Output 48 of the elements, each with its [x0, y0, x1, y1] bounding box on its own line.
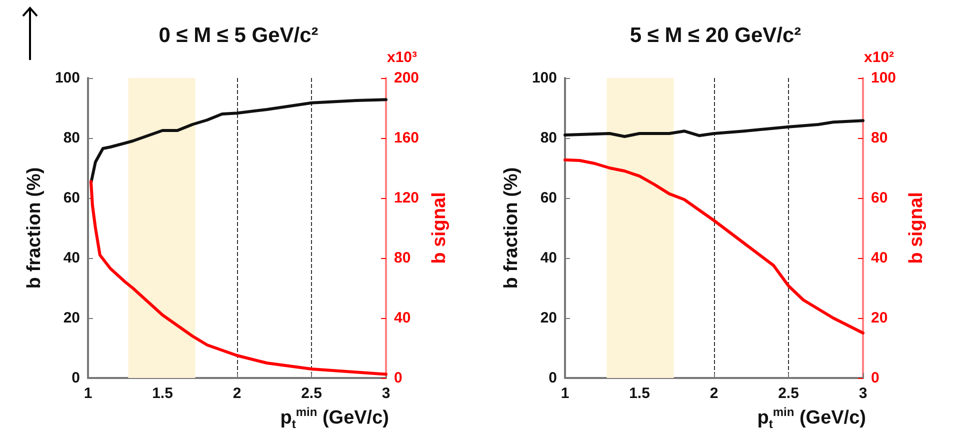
y2-axis-title: b signal — [428, 192, 450, 264]
y-tick-label: 60 — [540, 190, 557, 206]
y2-tick-label: 100 — [871, 70, 896, 86]
y2-tick-label: 120 — [394, 190, 420, 206]
y-tick-label: 60 — [63, 190, 80, 206]
x-axis-title: p$_{t}$$^{min}$ (GeV/c) — [280, 405, 389, 432]
y2-tick-label: 160 — [394, 130, 420, 146]
y2-tick-label: 60 — [871, 190, 888, 206]
y-tick-label: 0 — [548, 370, 557, 386]
y-tick-label: 40 — [540, 250, 557, 266]
y-axis-title: b fraction (%) — [501, 167, 522, 289]
x-tick-label: 3 — [858, 385, 868, 402]
line-series — [89, 98, 388, 184]
chart-title: 5 ≤ M ≤ 20 GeV/c² — [630, 24, 802, 47]
y-tick-label: 100 — [54, 70, 80, 86]
y-tick-label: 80 — [540, 130, 557, 146]
x-tick-label: 3 — [382, 385, 390, 402]
x-tick-label: 1 — [560, 385, 570, 402]
x-tick-label: 1.5 — [152, 385, 173, 402]
y-axis-title: b fraction (%) — [24, 167, 46, 289]
y-tick-label: 0 — [72, 370, 80, 386]
y2-tick-label: 40 — [394, 310, 411, 326]
line-series — [564, 158, 864, 334]
x-tick-label: 2.5 — [778, 385, 799, 402]
y2-tick-label: 40 — [871, 250, 888, 266]
y-tick-label: 20 — [63, 310, 80, 326]
y-tick-label: 80 — [63, 130, 80, 146]
line-series — [564, 119, 864, 138]
line-series — [89, 180, 388, 376]
text: x10³ — [386, 49, 418, 66]
y2-tick-label: 0 — [394, 370, 402, 386]
y2-tick-label: 20 — [871, 310, 888, 326]
y2-tick-label: 80 — [394, 250, 411, 266]
y-tick-label: 100 — [532, 70, 557, 86]
x-tick-label: 2 — [232, 385, 242, 402]
y-tick-label: 20 — [540, 310, 557, 326]
x-axis-title: p$_{t}$$^{min}$ (GeV/c) — [757, 405, 866, 432]
y2-tick-label: 200 — [394, 70, 420, 86]
chart-title: 0 ≤ M ≤ 5 GeV/c² — [158, 24, 318, 47]
text: x10² — [864, 49, 894, 66]
x-tick-label: 2.5 — [301, 385, 322, 402]
y2-tick-label: 80 — [871, 130, 888, 146]
x-tick-label: 1 — [84, 385, 92, 402]
x-tick-label: 2 — [710, 385, 718, 402]
y2-axis-title: b signal — [906, 192, 927, 264]
y-tick-label: 40 — [63, 250, 80, 266]
x-tick-label: 1.5 — [629, 385, 650, 402]
y2-tick-label: 0 — [871, 370, 880, 386]
